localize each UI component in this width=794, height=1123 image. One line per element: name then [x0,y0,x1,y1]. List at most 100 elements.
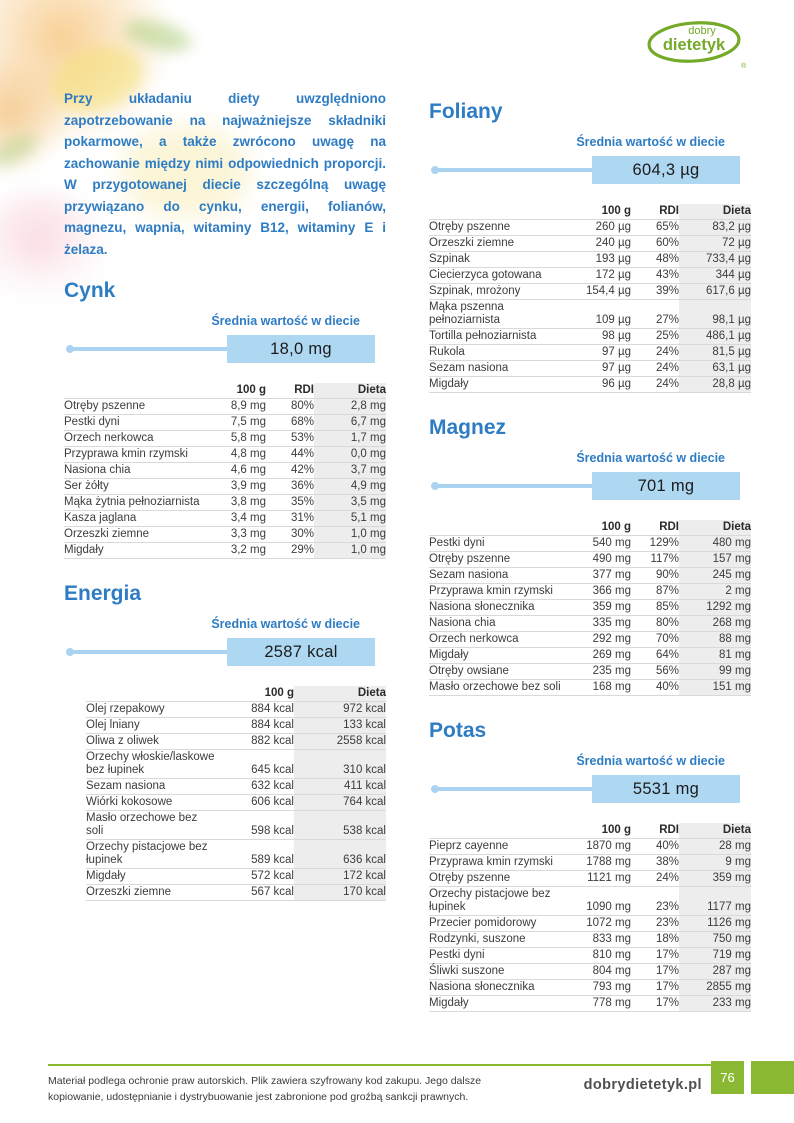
orange-slice-decor [0,55,70,175]
logo-text-bottom: dietetyk [663,36,726,54]
right-column: Foliany Średnia wartość w diecie 604,3 µg 1… [429,101,751,1012]
food-value: 43% [631,267,679,284]
food-value: 28,8 µg [679,376,751,393]
food-value: 3,9 mg [200,478,266,495]
table-row: Olej lniany 884 kcal 133 kcal [86,717,386,734]
slider-dot-icon [66,648,74,656]
food-value: 172 µg [565,267,631,284]
table-row: Tortilla pełnoziarnista 98 µg 25% 486,1 µg [429,328,751,345]
food-name: Otręby pszenne [64,398,200,415]
table-row: Migdały 269 mg 64% 81 mg [429,647,751,664]
table-row: Szpinak, mrożony 154,4 µg 39% 617,6 µg [429,283,751,300]
food-name: Przyprawa kmin rzymski [64,446,200,463]
food-value: 1292 mg [679,599,751,616]
food-value: 235 mg [565,663,631,680]
food-name: Pestki dyni [429,947,565,964]
section-potas: Potas Średnia wartość w diecie 5531 mg 100 … [429,720,751,1012]
section-title: Cynk [64,279,116,302]
food-value: 804 mg [565,963,631,980]
table-row: Masło orzechowe bez soli 598 kcal 538 kcal [86,810,386,840]
table-row: Orzeszki ziemne 3,3 mg 30% 1,0 mg [64,526,386,543]
food-value: 4,6 mg [200,462,266,479]
food-value: 24% [631,344,679,361]
dobry-dietetyk-logo: dobry dietetyk ® [647,21,747,70]
food-value: 245 mg [679,567,751,584]
food-value: 486,1 µg [679,328,751,345]
food-name: Orzeszki ziemne [86,884,216,901]
food-value: 25% [631,328,679,345]
nutrient-table: 100 g Dieta Olej rzepakowy 884 kcal 972 kcal… [86,686,386,901]
edge-green-block [751,1061,794,1094]
food-name: Sezam nasiona [429,360,565,377]
food-value: 157 mg [679,551,751,568]
food-value: 377 mg [565,567,631,584]
food-value: 3,5 mg [314,494,386,511]
column-header: RDI [631,204,679,220]
table-row: Migdały 572 kcal 172 kcal [86,868,386,885]
food-name: Szpinak [429,251,565,268]
food-name: Szpinak, mrożony [429,283,565,300]
section-magnez: Magnez Średnia wartość w diecie 701 mg 100 … [429,417,751,696]
section-title: Foliany [429,100,503,123]
table-row: Mąka żytnia pełnoziarnista 3,8 mg 35% 3,5 m… [64,494,386,511]
table-row: Pestki dyni 540 mg 129% 480 mg [429,535,751,552]
food-value: 85% [631,599,679,616]
food-value: 97 µg [565,360,631,377]
food-name: Olej rzepakowy [86,701,216,718]
table-row: Orzech nerkowca 5,8 mg 53% 1,7 mg [64,430,386,447]
food-value: 24% [631,360,679,377]
table-row: Olej rzepakowy 884 kcal 972 kcal [86,701,386,718]
food-value: 40% [631,679,679,696]
food-name: Pestki dyni [64,414,200,431]
table-row: Pestki dyni 7,5 mg 68% 6,7 mg [64,414,386,431]
footer-divider [48,1064,711,1066]
food-value: 359 mg [679,870,751,887]
table-row: Otręby pszenne 260 µg 65% 83,2 µg [429,219,751,236]
table-row: Orzeszki ziemne 240 µg 60% 72 µg [429,235,751,252]
nutrient-table: 100 g RDI Dieta Otręby pszenne 260 µg 65% 83,2… [429,204,751,393]
food-value: 1072 mg [565,915,631,932]
food-value: 39% [631,283,679,300]
food-value: 344 µg [679,267,751,284]
food-value: 60% [631,235,679,252]
food-name: Wiórki kokosowe [86,794,216,811]
avg-value-badge: 5531 mg [592,775,740,803]
food-value: 882 kcal [216,733,294,750]
table-row: Szpinak 193 µg 48% 733,4 µg [429,251,751,268]
left-column: Przy układaniu diety uwzględniono zapotr… [64,88,386,901]
table-row: Pieprz cayenne 1870 mg 40% 28 mg [429,838,751,855]
food-value: 884 kcal [216,717,294,734]
food-value: 233 mg [679,995,751,1012]
food-name: Rodzynki, suszone [429,931,565,948]
food-name: Sezam nasiona [86,778,216,795]
food-name: Pestki dyni [429,535,565,552]
food-value: 17% [631,979,679,996]
food-value: 133 kcal [294,717,386,734]
column-header: RDI [631,520,679,536]
food-value: 3,8 mg [200,494,266,511]
food-value: 68% [266,414,314,431]
food-name: Orzechy pistacjowe bez łupinek [429,886,565,916]
table-row: Migdały 778 mg 17% 233 mg [429,995,751,1012]
food-value: 617,6 µg [679,283,751,300]
food-name: Otręby pszenne [429,551,565,568]
table-row: Ciecierzyca gotowana 172 µg 43% 344 µg [429,267,751,284]
food-value: 109 µg [565,299,631,329]
column-header: 100 g [565,520,631,536]
food-value: 88 mg [679,631,751,648]
food-value: 359 mg [565,599,631,616]
food-value: 35% [266,494,314,511]
food-value: 572 kcal [216,868,294,885]
food-name: Przyprawa kmin rzymski [429,583,565,600]
food-value: 151 mg [679,679,751,696]
slider-track [73,347,227,351]
food-name: Tortilla pełnoziarnista [429,328,565,345]
column-header: Dieta [679,204,751,220]
avg-indicator: 18,0 mg [64,335,375,363]
food-value: 117% [631,551,679,568]
food-value: 1090 mg [565,886,631,916]
food-value: 29% [266,542,314,559]
food-value: 2 mg [679,583,751,600]
leaf-decor [0,127,43,173]
table-row: Nasiona słonecznika 359 mg 85% 1292 mg [429,599,751,616]
